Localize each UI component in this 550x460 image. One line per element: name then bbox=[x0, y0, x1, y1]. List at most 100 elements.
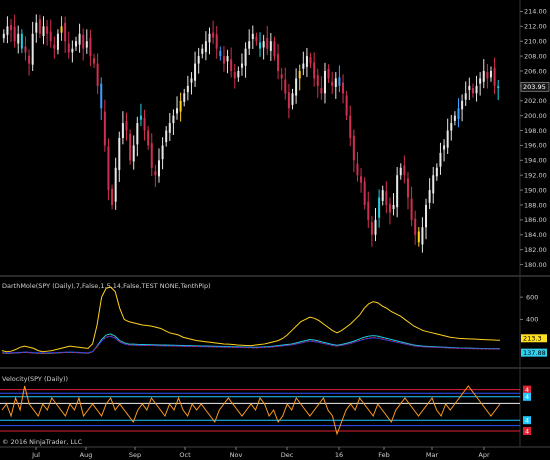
candle-body[interactable] bbox=[139, 115, 142, 120]
candle-body[interactable] bbox=[443, 145, 446, 150]
candle-body[interactable] bbox=[370, 222, 373, 235]
candle-body[interactable] bbox=[305, 56, 308, 67]
candle-body[interactable] bbox=[450, 123, 453, 131]
velocity-line[interactable] bbox=[1, 385, 501, 436]
candle-body[interactable] bbox=[381, 190, 384, 201]
candle-body[interactable] bbox=[176, 108, 179, 114]
candle-body[interactable] bbox=[42, 26, 45, 37]
candle-body[interactable] bbox=[248, 41, 251, 49]
candle-body[interactable] bbox=[64, 22, 67, 42]
price-axis[interactable]: 214.00212.00210.00208.00206.00204.00202.… bbox=[520, 8, 550, 269]
candle-body[interactable] bbox=[114, 167, 117, 202]
candle-body[interactable] bbox=[204, 41, 207, 53]
candle-body[interactable] bbox=[17, 33, 20, 44]
candle-body[interactable] bbox=[320, 88, 323, 94]
candle-body[interactable] bbox=[165, 130, 168, 143]
candle-body[interactable] bbox=[417, 231, 420, 243]
candle-body[interactable] bbox=[262, 41, 265, 48]
price-panel[interactable] bbox=[2, 14, 500, 253]
candle-body[interactable] bbox=[230, 59, 233, 71]
darthmole-axis[interactable]: 600 400 213.3 137.88 bbox=[520, 293, 547, 357]
candle-body[interactable] bbox=[143, 117, 146, 131]
candle-body[interactable] bbox=[111, 188, 114, 205]
candle-body[interactable] bbox=[392, 205, 395, 210]
candle-body[interactable] bbox=[406, 178, 409, 198]
candle-body[interactable] bbox=[53, 44, 56, 49]
candle-body[interactable] bbox=[316, 75, 319, 86]
candle-body[interactable] bbox=[219, 50, 222, 57]
candle-body[interactable] bbox=[327, 68, 330, 79]
candle-body[interactable] bbox=[287, 92, 290, 109]
candle-body[interactable] bbox=[374, 219, 377, 235]
darthmole-indicator-label[interactable]: DarthMole(SPY (Daily),7,False,1.5,14,Fal… bbox=[2, 282, 211, 290]
candle-body[interactable] bbox=[457, 108, 460, 120]
candle-body[interactable] bbox=[125, 120, 128, 131]
candle-body[interactable] bbox=[385, 191, 388, 205]
candle-body[interactable] bbox=[428, 190, 431, 203]
candle-body[interactable] bbox=[280, 74, 283, 79]
candle-body[interactable] bbox=[367, 201, 370, 220]
candle-body[interactable] bbox=[56, 33, 59, 50]
candle-body[interactable] bbox=[403, 165, 406, 176]
candle-body[interactable] bbox=[132, 145, 135, 162]
candle-body[interactable] bbox=[342, 82, 345, 94]
candle-body[interactable] bbox=[161, 145, 164, 160]
candle-body[interactable] bbox=[121, 123, 124, 138]
candle-body[interactable] bbox=[399, 167, 402, 176]
candle-body[interactable] bbox=[388, 203, 391, 213]
candle-body[interactable] bbox=[273, 41, 276, 57]
candle-body[interactable] bbox=[46, 26, 49, 34]
candle-body[interactable] bbox=[24, 46, 27, 53]
candle-body[interactable] bbox=[378, 197, 381, 218]
candle-body[interactable] bbox=[67, 43, 70, 53]
candle-body[interactable] bbox=[255, 37, 258, 42]
candle-body[interactable] bbox=[186, 85, 189, 93]
candle-body[interactable] bbox=[172, 115, 175, 124]
candle-body[interactable] bbox=[13, 26, 16, 42]
velocity-panel[interactable] bbox=[0, 385, 520, 436]
candle-body[interactable] bbox=[28, 55, 31, 64]
candle-body[interactable] bbox=[240, 63, 243, 68]
darth-series-line[interactable] bbox=[1, 286, 501, 353]
candle-body[interactable] bbox=[453, 115, 456, 121]
time-axis[interactable]: Jul Aug Sep Oct Nov Dec 16 Feb Mar Apr bbox=[31, 447, 490, 459]
candle-body[interactable] bbox=[10, 25, 13, 31]
candle-body[interactable] bbox=[497, 86, 500, 89]
candle-body[interactable] bbox=[183, 93, 186, 102]
candle-body[interactable] bbox=[338, 77, 341, 86]
candle-body[interactable] bbox=[331, 81, 334, 86]
candle-body[interactable] bbox=[129, 133, 132, 161]
candle-body[interactable] bbox=[360, 176, 363, 183]
candle-body[interactable] bbox=[89, 37, 92, 57]
candle-body[interactable] bbox=[363, 181, 366, 205]
candle-body[interactable] bbox=[212, 32, 215, 38]
candle-body[interactable] bbox=[197, 56, 200, 64]
candle-body[interactable] bbox=[345, 95, 348, 116]
candle-body[interactable] bbox=[309, 57, 312, 64]
candle-body[interactable] bbox=[482, 71, 485, 82]
candle-body[interactable] bbox=[118, 138, 121, 171]
candle-body[interactable] bbox=[194, 63, 197, 81]
candle-body[interactable] bbox=[244, 48, 247, 66]
candle-body[interactable] bbox=[150, 143, 153, 168]
candle-body[interactable] bbox=[425, 205, 428, 228]
candle-body[interactable] bbox=[201, 48, 204, 54]
candle-body[interactable] bbox=[486, 72, 489, 79]
candle-body[interactable] bbox=[6, 26, 9, 35]
candle-body[interactable] bbox=[489, 71, 492, 78]
candle-body[interactable] bbox=[78, 33, 81, 45]
candle-body[interactable] bbox=[284, 79, 287, 94]
candle-body[interactable] bbox=[49, 31, 52, 42]
candle-body[interactable] bbox=[93, 58, 96, 64]
candle-body[interactable] bbox=[446, 130, 449, 148]
candle-body[interactable] bbox=[277, 53, 280, 71]
candle-body[interactable] bbox=[356, 163, 359, 176]
candle-body[interactable] bbox=[479, 78, 482, 84]
candle-body[interactable] bbox=[60, 26, 63, 33]
candle-body[interactable] bbox=[237, 71, 240, 78]
candle-body[interactable] bbox=[432, 175, 435, 194]
candle-body[interactable] bbox=[468, 85, 471, 90]
darthmole-panel[interactable] bbox=[1, 286, 501, 354]
candle-body[interactable] bbox=[352, 135, 355, 161]
